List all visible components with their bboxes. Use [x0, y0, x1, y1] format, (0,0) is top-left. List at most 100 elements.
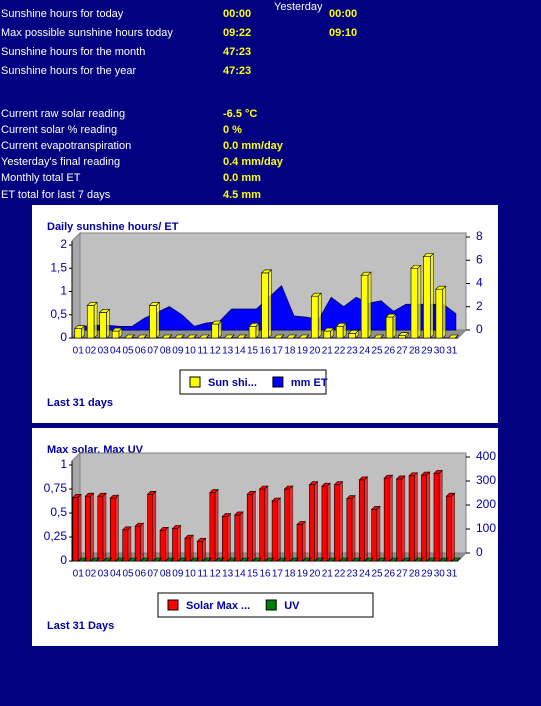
stat-value: 0.0 mm/day	[223, 140, 284, 152]
legend-swatch	[265, 599, 277, 611]
bar	[408, 475, 415, 562]
x-tick-label: 29	[421, 569, 433, 580]
x-tick-label: 05	[122, 346, 134, 357]
bar	[172, 528, 179, 562]
stat-value: 00:00	[223, 8, 251, 20]
bar-side	[454, 334, 459, 339]
bar-side	[145, 557, 150, 562]
bar-side	[156, 301, 160, 339]
bar-side	[81, 324, 85, 339]
stat-value: 47:23	[223, 46, 251, 58]
bar-side	[295, 557, 299, 562]
legend-swatch	[272, 376, 284, 388]
x-tick-label: 05	[122, 569, 134, 580]
bar-side	[376, 505, 381, 562]
x-tick-label: 31	[446, 569, 458, 580]
bar-side	[177, 524, 182, 562]
y2-tick-label: 100	[476, 521, 496, 535]
bar-side	[164, 526, 169, 562]
x-tick-label: 04	[110, 569, 122, 580]
bar-side	[90, 492, 94, 562]
legend-label: Solar Max ...	[186, 600, 250, 612]
x-tick-label: 14	[235, 569, 247, 580]
bar-side	[413, 472, 418, 562]
bar-side	[168, 334, 173, 339]
legend-box	[157, 592, 374, 618]
x-tick-label: 20	[309, 569, 321, 580]
bar-side	[181, 334, 185, 339]
bar	[271, 500, 278, 562]
x-tick-label: 13	[222, 569, 234, 580]
bar-side	[339, 480, 343, 562]
bar-side	[268, 269, 272, 339]
bar	[385, 316, 394, 339]
bar	[284, 488, 291, 562]
x-tick-label: 20	[309, 346, 321, 357]
bar	[211, 323, 219, 339]
x-tick-label: 08	[160, 569, 172, 580]
bar-side	[307, 557, 312, 562]
legend-box	[179, 369, 327, 395]
bar-side	[317, 292, 322, 339]
stat-value: 0.0 mm	[223, 172, 261, 184]
bar-side	[205, 334, 210, 339]
bar-side	[342, 322, 347, 339]
x-tick-label: 01	[73, 569, 85, 580]
x-tick-label: 30	[434, 346, 446, 357]
bar	[358, 479, 365, 562]
bar	[159, 529, 166, 562]
x-tick-label: 22	[334, 346, 346, 357]
bar	[134, 525, 141, 562]
bar	[335, 326, 344, 339]
bar-side	[442, 285, 447, 339]
bar-side	[380, 334, 384, 339]
x-tick-label: 21	[322, 346, 334, 357]
y2-tick-label: 4	[476, 276, 483, 290]
bar-side	[419, 557, 424, 562]
y2-tick-label: 0	[476, 322, 483, 336]
x-tick-label: 19	[297, 346, 309, 357]
bar-side	[457, 557, 461, 562]
bar-side	[392, 313, 397, 339]
y-tick-label: 0,5	[50, 307, 67, 321]
x-tick-label: 30	[434, 569, 446, 580]
x-tick-label: 16	[259, 346, 271, 357]
y-tick-label: 1	[60, 284, 67, 298]
x-tick-label: 06	[135, 346, 147, 357]
x-tick-label: 27	[396, 569, 408, 580]
x-tick-label: 06	[135, 569, 147, 580]
stat-label: Sunshine hours for the month	[1, 46, 145, 58]
stat-yesterday: 00:00	[329, 8, 357, 20]
bar-side	[432, 557, 436, 562]
chart-footer: Last 31 Days	[47, 620, 114, 632]
bar	[74, 328, 82, 339]
x-tick-label: 23	[347, 569, 359, 580]
x-tick-label: 24	[359, 569, 371, 580]
bar	[209, 492, 216, 562]
stat-label: Current solar % reading	[1, 124, 117, 136]
bar	[398, 335, 406, 339]
stat-label: Sunshine hours for today	[1, 8, 124, 20]
bar-side	[357, 557, 361, 562]
bar-side	[426, 471, 431, 562]
bar	[435, 288, 444, 339]
bar-side	[243, 334, 247, 339]
bar	[311, 295, 319, 339]
x-tick-label: 25	[372, 346, 384, 357]
bar-side	[332, 557, 337, 562]
bar-side	[417, 264, 422, 339]
x-tick-label: 23	[347, 346, 359, 357]
bar-side	[252, 490, 256, 562]
bar-side	[345, 557, 349, 562]
bar	[184, 537, 191, 562]
yesterday-header: Yesterday	[274, 1, 323, 13]
y-tick-label: 0,25	[44, 529, 68, 543]
x-tick-label: 15	[247, 346, 259, 357]
bar-side	[280, 334, 285, 339]
bar	[433, 473, 440, 562]
bar	[149, 305, 157, 339]
bar-side	[143, 334, 148, 339]
y-tick-label: 1	[60, 457, 67, 471]
bar-side	[429, 252, 434, 339]
